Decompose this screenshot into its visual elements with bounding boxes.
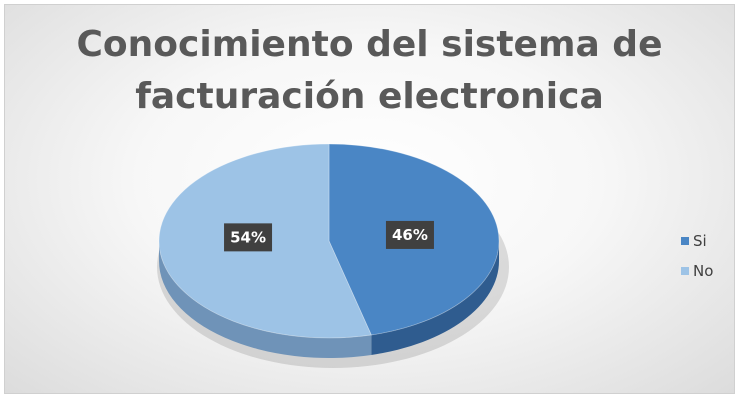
legend-swatch [681,267,689,275]
data-label-si: 46% [385,220,434,249]
data-label-box [224,223,273,252]
chart-area: Conocimiento del sistema de facturación … [4,4,735,394]
data-label-box [385,220,434,249]
pie-chart: 46% 54% Si No [157,143,713,368]
pie-side-si [371,241,499,355]
data-label-text: 46% [392,226,428,244]
data-label-text: 54% [230,228,266,246]
data-label-no: 54% [224,223,273,252]
legend-item-no: No [681,262,713,280]
legend-label: No [693,262,713,280]
chart-title-line-2: facturación electronica [135,76,604,117]
legend-label: Si [693,232,707,250]
legend-item-si: Si [681,232,707,250]
chart-title: Conocimiento del sistema de facturación … [5,19,734,123]
chart-title-line-1: Conocimiento del sistema de [76,24,663,65]
legend-swatch [681,237,689,245]
pie-side-no [159,241,372,358]
